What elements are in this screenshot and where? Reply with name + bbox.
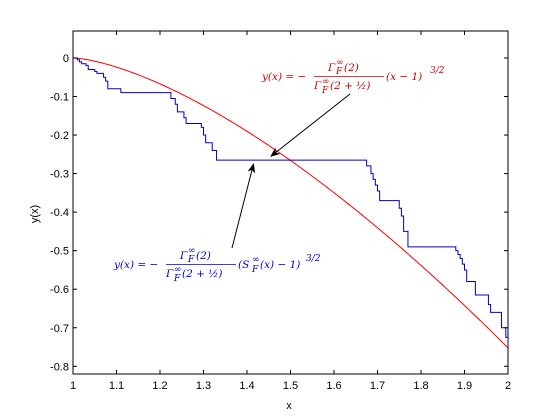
x-tick-label: 1.4 [239,380,254,392]
x-tick-label: 1.9 [457,380,472,392]
annotation-formula-red: y(x) = −Γ ∞F (2)Γ ∞F (2 + ½)(x − 1) 3/2 [261,58,445,96]
formula-rhs-exp: 3/2 [306,254,321,264]
y-tick-label: -0.8 [50,361,69,373]
formula-den-arg: (2 + ½) [330,80,371,92]
formula-den-sub: F [321,86,329,96]
x-tick-label: 1.5 [283,380,298,392]
annotation-arrow-red [270,93,351,157]
y-tick-label: -0.2 [50,130,69,142]
y-tick-label: -0.6 [50,284,69,296]
series-layer [73,57,508,349]
y-axis-label: y(x) [29,205,41,223]
x-tick-label: 1.1 [109,380,124,392]
formula-den-gamma: Γ [313,80,322,92]
formula-rhs-sup: ∞ [252,255,260,265]
x-tick-label: 1.7 [370,380,385,392]
x-tick-label: 1.6 [326,380,341,392]
x-axis-label: x [286,400,292,412]
x-tick-label: 1.3 [196,380,211,392]
x-tick-label: 2 [505,380,511,392]
x-tick-label: 1.2 [152,380,167,392]
y-tick-label: -0.1 [50,92,69,104]
formula-den-arg: (2 + ½) [182,268,223,280]
formula-lhs: y(x) = − [261,71,306,83]
formula-rhs-sub: F [251,265,259,275]
formula-lhs: y(x) = − [113,259,158,271]
formula-num-sup: ∞ [336,58,344,68]
ticks-layer: 1 1.1 1.2 1.3 1.4 1.5 1.6 1.7 1.8 1.9 2 0 -0.1 -0.2 -0… [50,31,511,392]
plot-frame [72,30,509,375]
formula-num-sub: F [335,67,343,77]
x-tick-label: 1 [70,380,76,392]
annotation-formula-blue: y(x) = −Γ ∞F (2)Γ ∞F (2 + ½)(S ∞F (x) − 1) 3/2 [113,246,321,284]
formula-rhs: (x) − 1) [260,259,300,271]
annotation-arrow-blue [231,162,256,249]
formula-num-sup: ∞ [188,246,196,256]
y-tick-label: -0.7 [50,323,69,335]
formula-num-gamma: Γ [327,62,336,74]
series-line-blue [73,57,508,348]
formula-rhs: (x − 1) [386,71,422,83]
x-tick-label: 1.8 [413,380,428,392]
y-tick-label: 0 [63,53,69,65]
formula-num-arg: (2) [196,250,211,262]
formula-den-gamma: Γ [165,268,174,280]
annotations-layer: y(x) = −Γ ∞F (2)Γ ∞F (2 + ½)(x − 1) 3/2y(x) =… [113,58,445,284]
y-tick-label: -0.4 [50,207,69,219]
y-tick-label: -0.5 [50,246,69,258]
y-tick-label: -0.3 [50,169,69,181]
formula-den-sub: F [173,274,181,284]
formula-num-gamma: Γ [179,250,188,262]
formula-rhs-exp: 3/2 [430,66,445,76]
plot-area [72,30,509,375]
formula-num-sub: F [187,255,195,265]
formula-den-sup: ∞ [174,265,182,275]
formula-den-sup: ∞ [322,77,330,87]
formula-rhs-pre: (S [238,259,249,271]
formula-num-arg: (2) [344,62,359,74]
